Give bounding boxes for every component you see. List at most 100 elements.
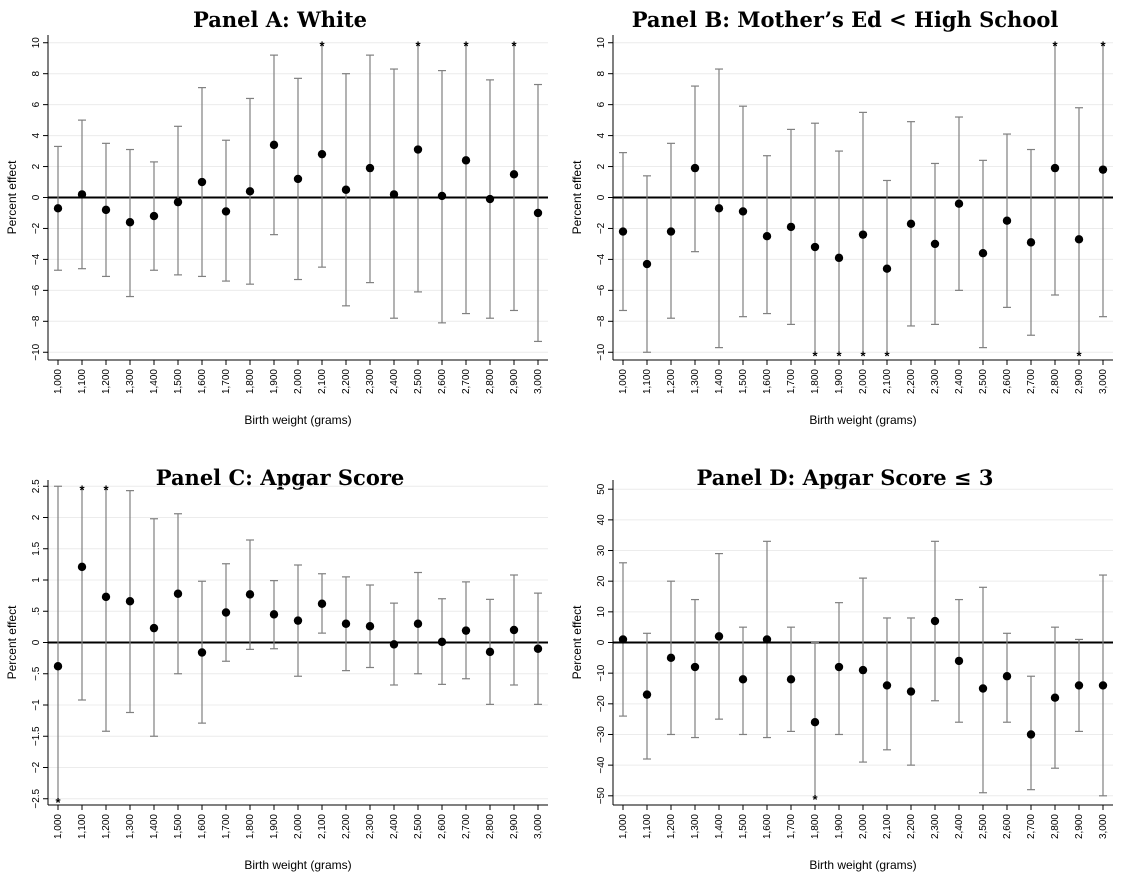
- y-tick-label: 0: [31, 639, 42, 645]
- panel-c: Panel C: Apgar Score −2.5 −2 −1.5 −1 −.5 0.5 1…: [0, 445, 560, 885]
- x-axis-title: Birth weight (grams): [809, 858, 916, 872]
- y-tick-label: .5: [31, 607, 42, 616]
- x-tick-label: 1,800: [810, 369, 821, 394]
- point-estimate: [714, 632, 724, 641]
- x-tick-label: 1,300: [125, 369, 136, 394]
- x-tick-label: 1,600: [197, 814, 208, 839]
- panel-d: Panel D: Apgar Score ≤ 3 −50 −40 −30 −20 −10…: [565, 445, 1125, 885]
- y-tick-label: 2.5: [31, 479, 42, 493]
- y-tick-label: −2: [31, 761, 42, 773]
- point-estimate: [642, 259, 652, 269]
- x-tick-label: 1,400: [149, 814, 160, 839]
- point-estimate: [618, 635, 628, 644]
- panel-title: Panel D: Apgar Score ≤ 3: [696, 465, 994, 490]
- x-tick-label: 1,600: [197, 369, 208, 394]
- point-estimate: [906, 219, 916, 229]
- point-estimate: [810, 718, 820, 727]
- x-axis-title: Birth weight (grams): [244, 858, 351, 872]
- x-tick-label: 1,200: [101, 814, 112, 839]
- y-tick-label: 10: [596, 37, 607, 49]
- point-estimate: [834, 662, 844, 672]
- point-estimate: [882, 264, 892, 273]
- point-estimate: [77, 190, 87, 199]
- y-tick-label: −10: [596, 664, 607, 681]
- x-tick-label: 1,700: [786, 369, 797, 394]
- x-tick-label: 2,800: [1050, 369, 1061, 394]
- x-tick-label: 2,100: [317, 369, 328, 394]
- truncation-star: *: [79, 482, 85, 497]
- x-tick-label: 2,700: [1026, 369, 1037, 394]
- chart-panel-c: −2.5 −2 −1.5 −1 −.5 0 .5 1 1.5 2 2.5 1,000 1,100 1,20…: [5, 479, 548, 872]
- point-estimate: [786, 222, 796, 232]
- point-estimate: [666, 227, 676, 236]
- y-tick-label: −20: [596, 695, 607, 712]
- x-tick-label: 1,600: [762, 369, 773, 394]
- truncation-star: *: [812, 792, 818, 807]
- x-tick-label: 1,000: [53, 369, 64, 394]
- truncation-star: *: [1076, 348, 1082, 363]
- point-estimate: [197, 648, 207, 657]
- point-estimate: [1098, 681, 1108, 690]
- x-tick-label: 1,000: [618, 369, 629, 394]
- x-tick-label: 2,300: [930, 369, 941, 394]
- point-estimate: [858, 230, 868, 239]
- x-tick-label: 2,800: [1050, 814, 1061, 839]
- x-tick-label: 2,700: [1026, 814, 1037, 839]
- y-tick-label: 4: [31, 132, 42, 138]
- point-estimate: [125, 218, 135, 227]
- point-estimate: [834, 253, 844, 263]
- truncation-star: *: [511, 39, 517, 54]
- y-tick-label: −30: [596, 726, 607, 743]
- x-tick-label: 2,100: [317, 814, 328, 839]
- point-estimate: [1050, 163, 1060, 173]
- x-tick-label: 2,300: [365, 814, 376, 839]
- x-tick-label: 1,300: [690, 814, 701, 839]
- point-estimate: [930, 239, 940, 249]
- point-estimate: [509, 625, 519, 635]
- y-tick-label: 8: [596, 70, 607, 76]
- point-estimate: [365, 163, 375, 173]
- x-tick-label: 2,900: [1074, 369, 1085, 394]
- y-tick-label: 20: [596, 575, 607, 587]
- y-tick-label: −8: [596, 315, 607, 327]
- point-estimate: [197, 177, 207, 187]
- x-tick-label: 2,100: [882, 369, 893, 394]
- y-tick-label: 10: [31, 37, 42, 49]
- y-tick-label: 30: [596, 545, 607, 557]
- x-tick-label: 2,600: [437, 814, 448, 839]
- x-tick-label: 2,500: [413, 369, 424, 394]
- point-estimate: [341, 619, 351, 628]
- x-tick-label: 2,200: [906, 369, 917, 394]
- y-tick-label: −4: [596, 253, 607, 265]
- y-tick-label: 4: [596, 132, 607, 138]
- point-estimate: [882, 681, 892, 690]
- y-tick-label: −1: [31, 699, 42, 711]
- point-estimate: [690, 662, 700, 672]
- x-tick-label: 1,100: [642, 369, 653, 394]
- y-tick-label: 0: [596, 639, 607, 645]
- point-estimate: [858, 665, 868, 675]
- x-tick-label: 1,700: [221, 369, 232, 394]
- truncation-star: *: [319, 39, 325, 54]
- x-tick-label: 1,900: [834, 369, 845, 394]
- x-tick-label: 1,200: [666, 814, 677, 839]
- point-estimate: [978, 249, 988, 258]
- panel-b: Panel B: Mother’s Ed < High School −10 −8…: [565, 0, 1125, 440]
- x-tick-label: 1,500: [173, 814, 184, 839]
- point-estimate: [101, 205, 111, 215]
- point-estimate: [317, 149, 327, 159]
- y-tick-label: 8: [31, 70, 42, 76]
- x-tick-label: 2,000: [293, 369, 304, 394]
- point-estimate: [533, 208, 543, 218]
- y-tick-label: 10: [596, 606, 607, 618]
- point-estimate: [1074, 681, 1084, 690]
- y-axis-title: Percent effect: [5, 160, 19, 234]
- point-estimate: [413, 619, 423, 628]
- point-estimate: [690, 163, 700, 173]
- x-tick-label: 2,400: [954, 369, 965, 394]
- y-tick-label: 50: [596, 483, 607, 495]
- x-tick-label: 1,600: [762, 814, 773, 839]
- y-tick-label: 6: [31, 101, 42, 107]
- x-tick-label: 2,500: [978, 369, 989, 394]
- x-tick-label: 2,000: [858, 814, 869, 839]
